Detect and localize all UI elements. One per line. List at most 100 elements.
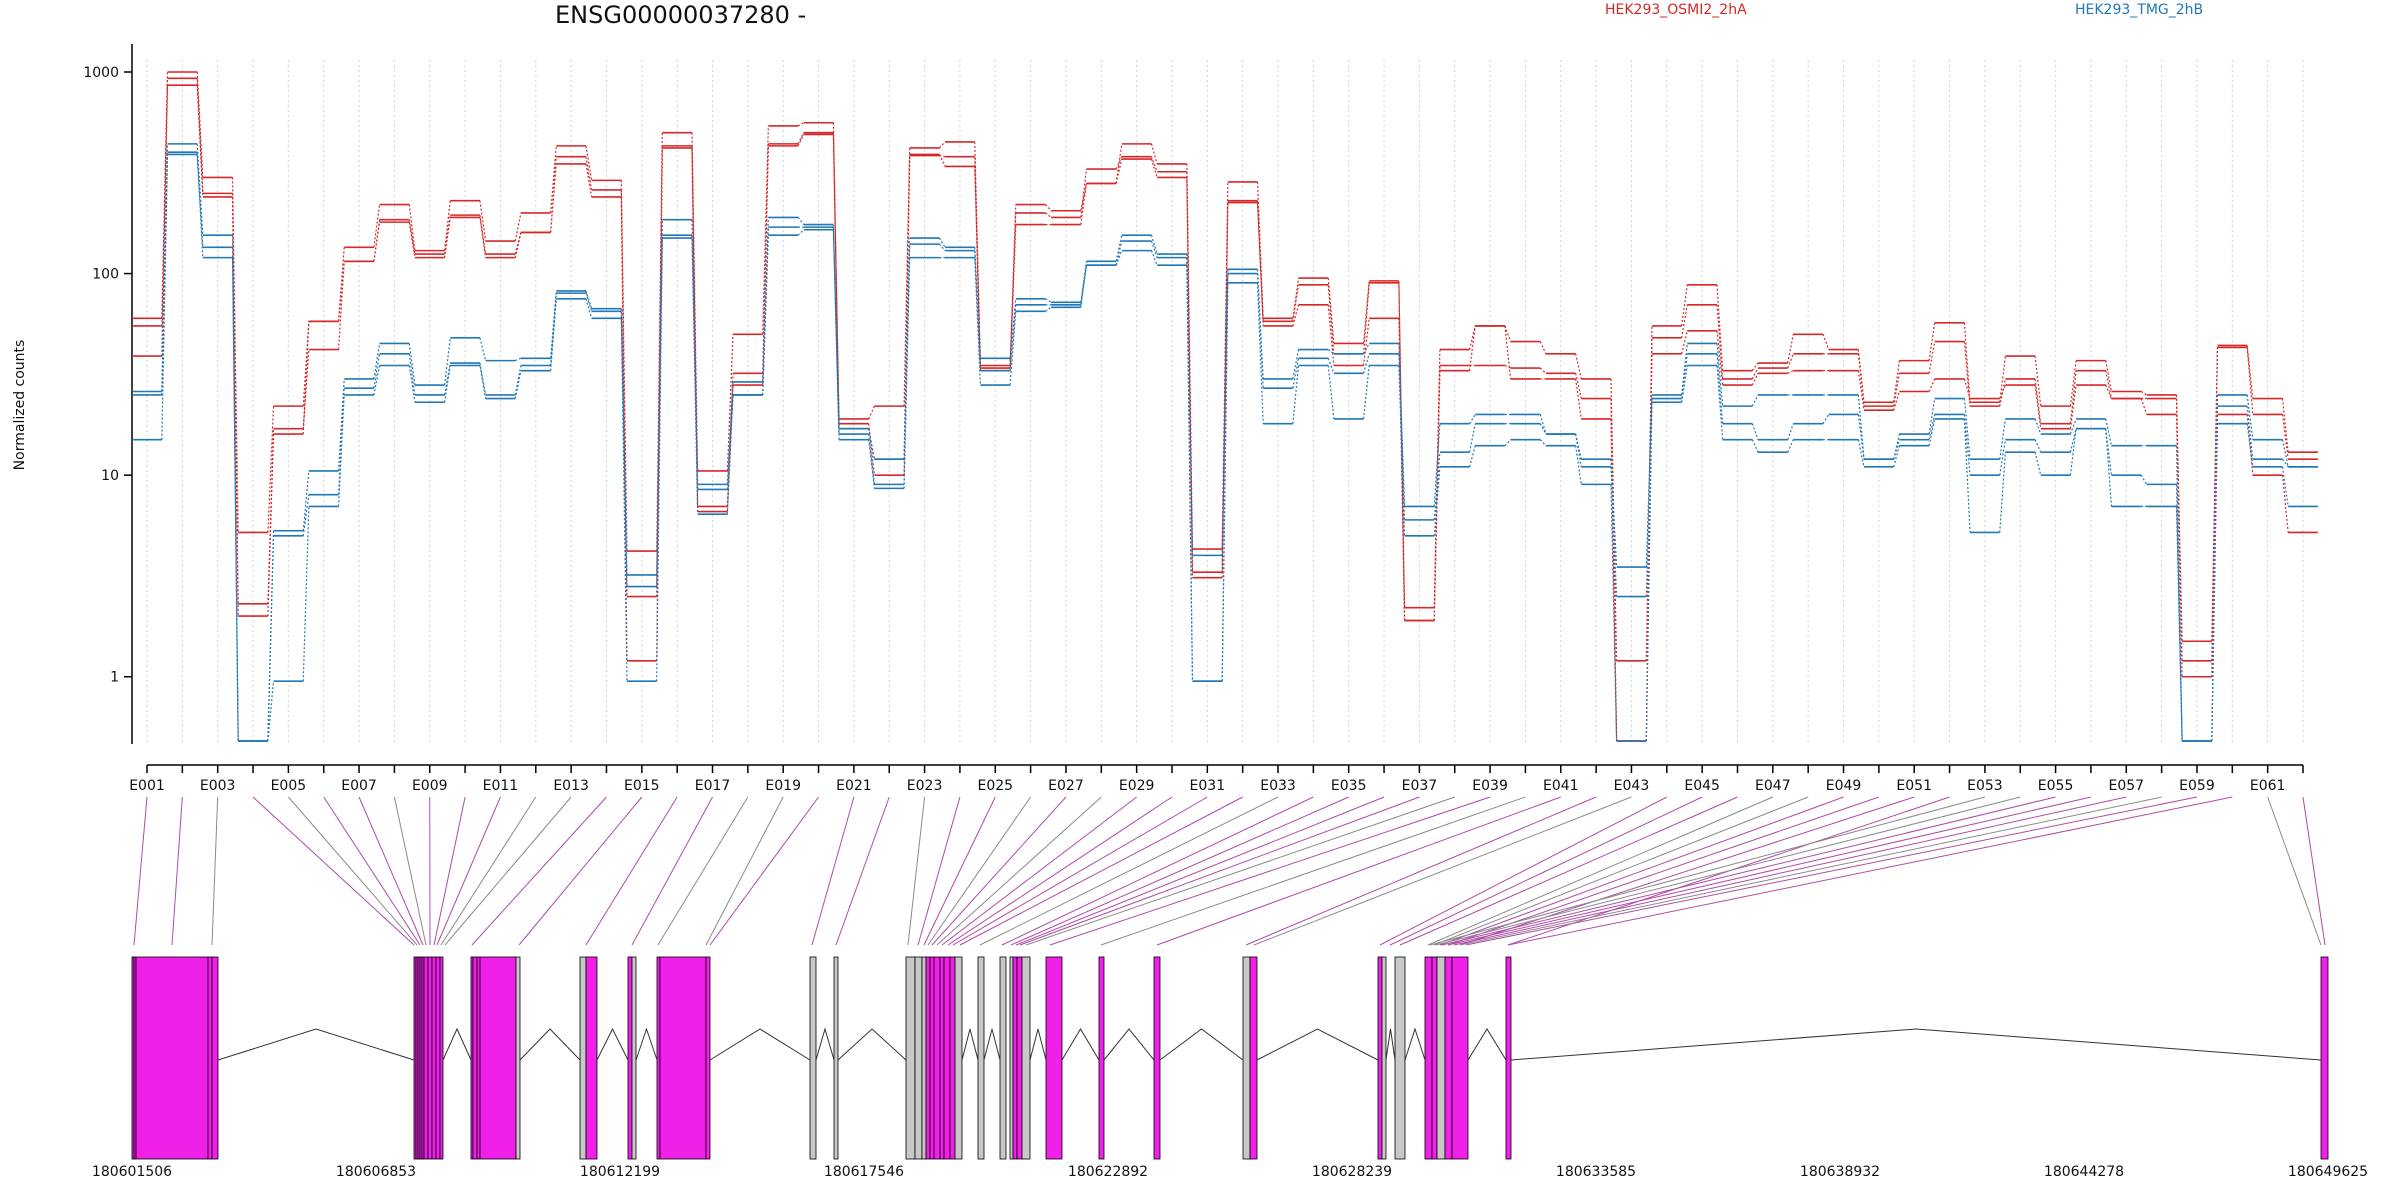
- x-tick-label-E045: E045: [1684, 778, 1720, 794]
- connector-E037: [1019, 796, 1420, 946]
- exon-gridlines: [146, 60, 2304, 745]
- connector-E050: [1447, 796, 1880, 946]
- x-tick-label-E015: E015: [624, 778, 660, 794]
- intron-0: [217, 1028, 415, 1061]
- exon-block-44: [1021, 956, 1031, 1160]
- x-tick-label-E019: E019: [765, 778, 801, 794]
- series-lines: [132, 71, 2318, 742]
- series-connector-5: [161, 154, 2289, 742]
- connector-E031: [952, 796, 1208, 946]
- exon-block-27: [809, 956, 817, 1160]
- exon-block-32: [925, 956, 931, 1160]
- connector-E003: [211, 796, 219, 946]
- intron-12: [1103, 1028, 1155, 1061]
- exon-block-55: [1436, 956, 1446, 1160]
- connector-E017: [631, 796, 713, 946]
- x-tick-label-E029: E029: [1119, 778, 1155, 794]
- exon-block-42: [1012, 956, 1018, 1160]
- connector-E045: [1389, 796, 1703, 946]
- x-tick-label-E025: E025: [977, 778, 1013, 794]
- coordinate-label-5: 180628239: [1312, 1164, 1392, 1180]
- connector-E032: [959, 796, 1243, 946]
- connector-E004: [252, 796, 415, 946]
- intron-4: [635, 1027, 658, 1061]
- x-tick-label-E051: E051: [1896, 778, 1932, 794]
- connector-E036: [1015, 796, 1385, 946]
- connector-E044: [1379, 796, 1668, 946]
- exon-block-39: [977, 956, 985, 1160]
- exon-block-52: [1394, 956, 1406, 1160]
- series-5: [132, 153, 2318, 742]
- connector-E035: [1010, 796, 1349, 946]
- connector-E058: [1459, 796, 2162, 946]
- exon-block-23: [631, 956, 637, 1160]
- exon-block-43: [1016, 956, 1023, 1160]
- connector-E034: [1001, 796, 1314, 946]
- x-tick-label-E055: E055: [2038, 778, 2074, 794]
- connector-E061: [2267, 796, 2322, 946]
- exon-block-36: [943, 956, 951, 1160]
- exon-block-19: [515, 956, 521, 1160]
- exon-block-22: [627, 956, 633, 1160]
- connector-E047: [1427, 796, 1774, 946]
- y-tick-label-1: 1: [110, 670, 119, 686]
- x-tick-label-E053: E053: [1967, 778, 2003, 794]
- x-tick-label-E007: E007: [341, 778, 377, 794]
- x-tick-label-E013: E013: [553, 778, 589, 794]
- connector-E005: [287, 796, 418, 946]
- exon-block-14: [439, 956, 444, 1160]
- x-tick-label-E049: E049: [1826, 778, 1862, 794]
- coordinate-label-7: 180638932: [1800, 1164, 1880, 1180]
- connector-E011: [436, 796, 501, 946]
- x-tick-label-E027: E027: [1048, 778, 1084, 794]
- x-tick-label-E009: E009: [412, 778, 448, 794]
- connector-E054: [1435, 796, 2021, 946]
- connector-E028: [936, 796, 1102, 946]
- coordinate-label-8: 180644278: [2044, 1164, 2124, 1180]
- exon-block-35: [939, 956, 945, 1160]
- x-tick-label-E023: E023: [907, 778, 943, 794]
- exon-block-12: [431, 956, 437, 1160]
- exon-block-21: [585, 956, 598, 1160]
- exon-block-18: [479, 956, 517, 1160]
- intron-7: [837, 1028, 907, 1061]
- connector-E027: [931, 796, 1067, 946]
- exon-block-28: [833, 956, 839, 1160]
- y-tick-label-1000: 1000: [83, 65, 119, 81]
- coordinate-label-1: 180606853: [336, 1164, 416, 1180]
- connector-E048: [1433, 796, 1809, 946]
- exon-block-37: [949, 956, 956, 1160]
- header: ENSG00000037280 - HEK293_OSMI2_2hA HEK29…: [555, 1, 2203, 29]
- intron-2: [519, 1028, 581, 1061]
- x-tick-label-E061: E061: [2250, 778, 2286, 794]
- exon-block-50: [1377, 956, 1383, 1160]
- exon-block-11: [427, 956, 433, 1160]
- connector-E040: [1100, 796, 1526, 946]
- exon-block-4: [211, 956, 219, 1160]
- coordinate-label-0: 180601506: [92, 1164, 172, 1180]
- connector-E029: [941, 796, 1137, 946]
- exon-block-48: [1242, 956, 1251, 1160]
- connector-E025: [923, 796, 996, 946]
- connector-E015: [518, 796, 643, 946]
- exon-block-33: [929, 956, 935, 1160]
- x-tick-label-E017: E017: [695, 778, 731, 794]
- exon-block-30: [914, 956, 923, 1160]
- exon-block-41: [1009, 956, 1014, 1160]
- series-connector-3: [161, 143, 2289, 742]
- connector-E018: [657, 796, 749, 946]
- x-tick-label-E031: E031: [1190, 778, 1226, 794]
- exon-block-57: [1451, 956, 1469, 1160]
- exon-connector-lines: [133, 796, 2326, 946]
- coordinate-label-3: 180617546: [824, 1164, 904, 1180]
- connector-E010: [433, 796, 466, 946]
- exon-block-38: [954, 956, 963, 1160]
- y-axis-label: Normalized counts: [12, 340, 28, 471]
- intron-14: [1256, 1028, 1379, 1061]
- exon-block-26: [705, 956, 711, 1160]
- exon-block-17: [476, 956, 481, 1160]
- connector-E060: [1507, 796, 2233, 946]
- intron-16: [1404, 1027, 1426, 1061]
- connector-E059: [1465, 796, 2198, 946]
